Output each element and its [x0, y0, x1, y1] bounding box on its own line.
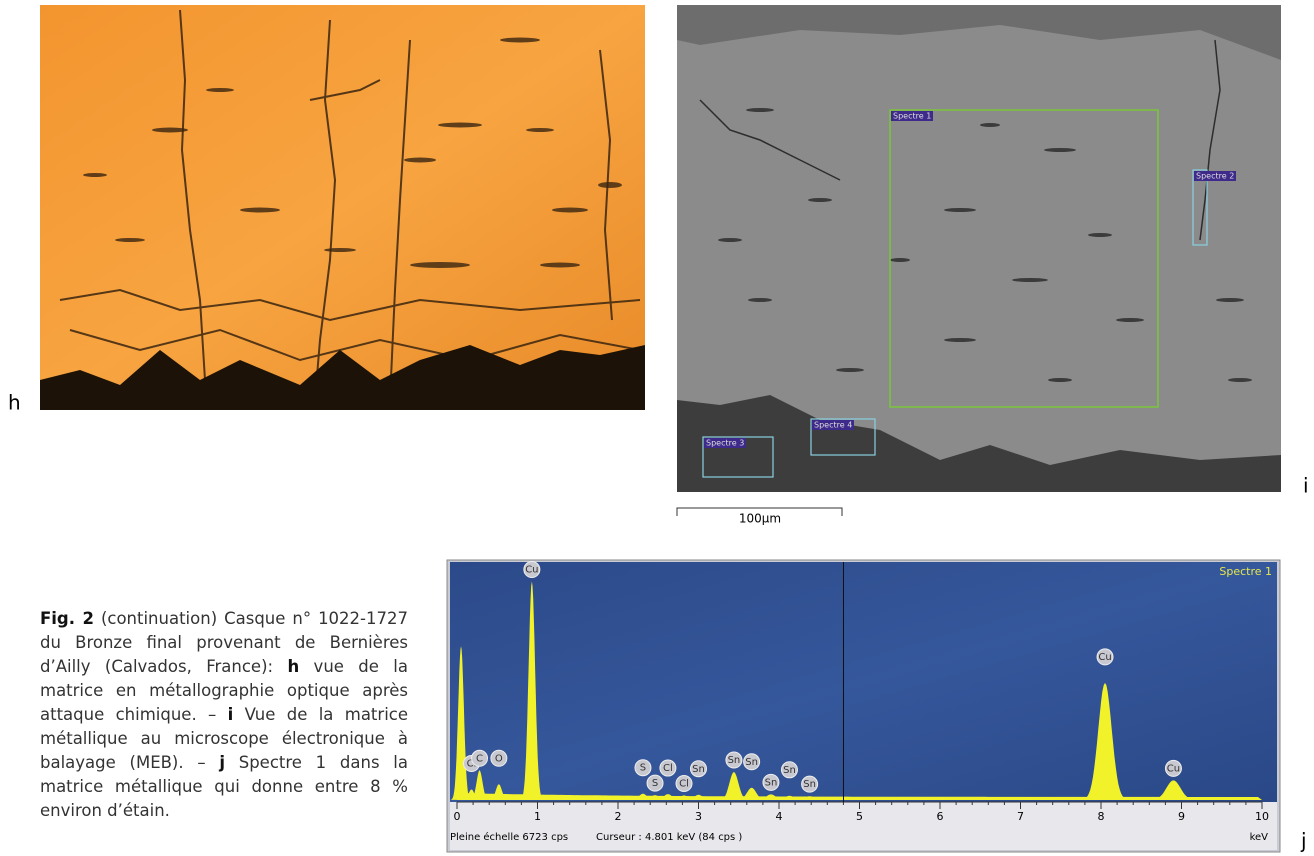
x-tick-label: 7	[1017, 810, 1024, 823]
x-tick-label: 8	[1098, 810, 1105, 823]
peak-label: Cu	[525, 565, 538, 576]
peak-label: Cl	[663, 763, 673, 774]
x-unit: keV	[1250, 832, 1269, 843]
peak-label: Sn	[783, 765, 796, 776]
x-tick-label: 2	[615, 810, 622, 823]
scale-label: 100µm	[739, 512, 781, 526]
panel-letter: i	[1303, 474, 1309, 498]
peak-label: Sn	[765, 777, 778, 788]
micrograph-sem: Spectre 1 Spectre 2 Spectre 3 Spectre 4	[677, 5, 1281, 492]
full-scale: Pleine échelle 6723 cps	[450, 831, 568, 843]
peak-label: O	[495, 753, 503, 764]
peak-label: Cl	[679, 778, 689, 789]
box-label: Spectre 3	[706, 439, 744, 448]
x-tick-label: 5	[856, 810, 863, 823]
peak-label: Cu	[1098, 652, 1111, 663]
x-tick-label: 4	[776, 810, 783, 823]
spectrum: Spectre 1 Pleine échelle 6723 cps Curseu…	[447, 560, 1280, 852]
page: { "panels": { "h": {"letter": "h"}, "i":…	[0, 0, 1314, 856]
peak-label: Sn	[728, 755, 741, 766]
x-tick-label: 10	[1255, 810, 1269, 823]
peak-label: S	[652, 778, 658, 789]
panel-letter: j	[1300, 829, 1307, 853]
peak-label: Cu	[1167, 763, 1180, 774]
peak-label: Sn	[803, 779, 816, 790]
caption-part: h	[287, 657, 299, 676]
x-tick-label: 6	[937, 810, 944, 823]
cursor-readout: Curseur : 4.801 keV (84 cps )	[596, 832, 742, 843]
box-label: Spectre 1	[893, 112, 931, 121]
peak-label: C	[476, 753, 483, 764]
box-label: Spectre 2	[1196, 172, 1234, 181]
spectrum-title: Spectre 1	[1219, 565, 1272, 578]
caption: Fig. 2 (continuation) Casque n° 1022-172…	[40, 607, 408, 823]
box-label: Spectre 4	[814, 421, 852, 430]
panel-letter: h	[8, 391, 21, 415]
caption-part: Fig. 2	[40, 609, 94, 628]
peak-label: Sn	[692, 764, 705, 775]
x-tick-label: 9	[1178, 810, 1185, 823]
peak-label: Sn	[745, 757, 758, 768]
micrograph-optical	[40, 5, 645, 410]
x-tick-label: 3	[695, 810, 702, 823]
peak-label: S	[640, 763, 646, 774]
x-tick-label: 1	[534, 810, 541, 823]
x-tick-label: 0	[454, 810, 461, 823]
